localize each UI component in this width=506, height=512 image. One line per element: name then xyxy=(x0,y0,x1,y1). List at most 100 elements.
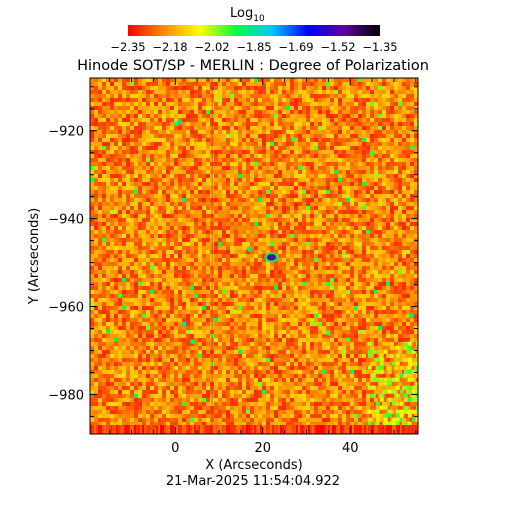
heatmap-cell xyxy=(242,202,246,206)
heatmap-cell xyxy=(358,294,362,298)
heatmap-cell xyxy=(310,142,314,146)
heatmap-cell xyxy=(162,254,166,258)
heatmap-cell xyxy=(114,166,118,170)
heatmap-cell xyxy=(222,314,226,318)
heatmap-cell xyxy=(318,198,322,202)
heatmap-cell xyxy=(246,242,250,246)
heatmap-cell xyxy=(310,118,314,122)
heatmap-cell xyxy=(326,298,330,302)
heatmap-cell xyxy=(234,222,238,226)
heatmap-cell xyxy=(246,178,250,182)
heatmap-cell xyxy=(198,270,202,274)
heatmap-cell xyxy=(194,214,198,218)
heatmap-cell xyxy=(270,114,274,118)
heatmap-cell xyxy=(410,198,414,202)
heatmap-cell xyxy=(390,290,394,294)
heatmap-cell xyxy=(258,190,262,194)
heatmap-cell xyxy=(338,110,342,114)
heatmap-cell xyxy=(342,114,346,118)
heatmap-cell xyxy=(402,186,406,190)
heatmap-cell xyxy=(346,82,350,86)
heatmap-cell xyxy=(262,218,266,222)
heatmap-cell xyxy=(374,162,378,166)
heatmap-cell xyxy=(94,294,98,298)
heatmap-cell xyxy=(370,182,374,186)
heatmap-cell xyxy=(230,302,234,306)
heatmap-cell xyxy=(410,298,414,302)
heatmap-cell xyxy=(294,282,298,286)
heatmap-cell xyxy=(358,310,362,314)
heatmap-cell xyxy=(110,266,114,270)
heatmap-cell xyxy=(390,270,394,274)
heatmap-cell xyxy=(322,190,326,194)
heatmap-cell xyxy=(374,130,378,134)
heatmap-cell xyxy=(106,294,110,298)
heatmap-cell xyxy=(166,266,170,270)
heatmap-cell xyxy=(302,162,306,166)
heatmap-cell xyxy=(378,306,382,310)
heatmap-cell xyxy=(410,86,414,90)
heatmap-cell xyxy=(382,138,386,142)
heatmap-cell xyxy=(246,250,250,254)
heatmap-cell xyxy=(194,90,198,94)
heatmap-cell xyxy=(214,266,218,270)
heatmap-cell xyxy=(94,290,98,294)
heatmap-cell xyxy=(214,258,218,262)
heatmap-cell xyxy=(162,174,166,178)
heatmap-cell xyxy=(214,186,218,190)
heatmap-cell xyxy=(214,274,218,278)
heatmap-cell xyxy=(318,114,322,118)
heatmap-cell xyxy=(226,214,230,218)
heatmap-cell xyxy=(386,202,390,206)
heatmap-cell xyxy=(230,298,234,302)
heatmap-cell xyxy=(102,142,106,146)
heatmap-cell xyxy=(138,114,142,118)
heatmap-cell xyxy=(186,126,190,130)
heatmap-cell xyxy=(286,234,290,238)
heatmap-cell xyxy=(354,230,358,234)
heatmap-cell xyxy=(254,142,258,146)
heatmap-cell xyxy=(138,314,142,318)
heatmap-cell xyxy=(238,282,242,286)
heatmap-cell xyxy=(130,270,134,274)
heatmap-cell xyxy=(414,194,418,198)
heatmap-cell xyxy=(118,218,122,222)
heatmap-cell xyxy=(94,194,98,198)
heatmap-cell xyxy=(318,250,322,254)
heatmap-cell xyxy=(398,150,402,154)
heatmap-cell xyxy=(270,262,274,266)
heatmap-cell xyxy=(126,150,130,154)
heatmap-cell xyxy=(214,214,218,218)
heatmap-cell xyxy=(206,190,210,194)
heatmap-cell xyxy=(410,254,414,258)
heatmap-cell xyxy=(114,186,118,190)
heatmap-cell xyxy=(350,174,354,178)
heatmap-cell xyxy=(194,86,198,90)
heatmap-cell xyxy=(358,86,362,90)
heatmap-cell xyxy=(262,110,266,114)
heatmap-cell xyxy=(390,314,394,318)
heatmap-cell xyxy=(118,150,122,154)
heatmap-cell xyxy=(102,250,106,254)
heatmap-cell xyxy=(242,158,246,162)
heatmap-cell xyxy=(350,222,354,226)
heatmap-cell xyxy=(298,266,302,270)
heatmap-cell xyxy=(306,310,310,314)
heatmap-cell xyxy=(162,150,166,154)
heatmap-cell xyxy=(278,278,282,282)
heatmap-cell xyxy=(282,306,286,310)
heatmap-cell xyxy=(386,174,390,178)
heatmap-cell xyxy=(382,178,386,182)
heatmap-cell xyxy=(214,134,218,138)
heatmap-cell xyxy=(222,146,226,150)
heatmap-cell xyxy=(178,174,182,178)
heatmap-cell xyxy=(122,142,126,146)
heatmap-cell xyxy=(334,238,338,242)
heatmap-cell xyxy=(194,114,198,118)
heatmap-cell xyxy=(354,86,358,90)
heatmap-cell xyxy=(354,246,358,250)
heatmap-cell xyxy=(150,154,154,158)
heatmap-cell xyxy=(266,82,270,86)
heatmap-cell xyxy=(102,198,106,202)
heatmap-cell xyxy=(138,266,142,270)
